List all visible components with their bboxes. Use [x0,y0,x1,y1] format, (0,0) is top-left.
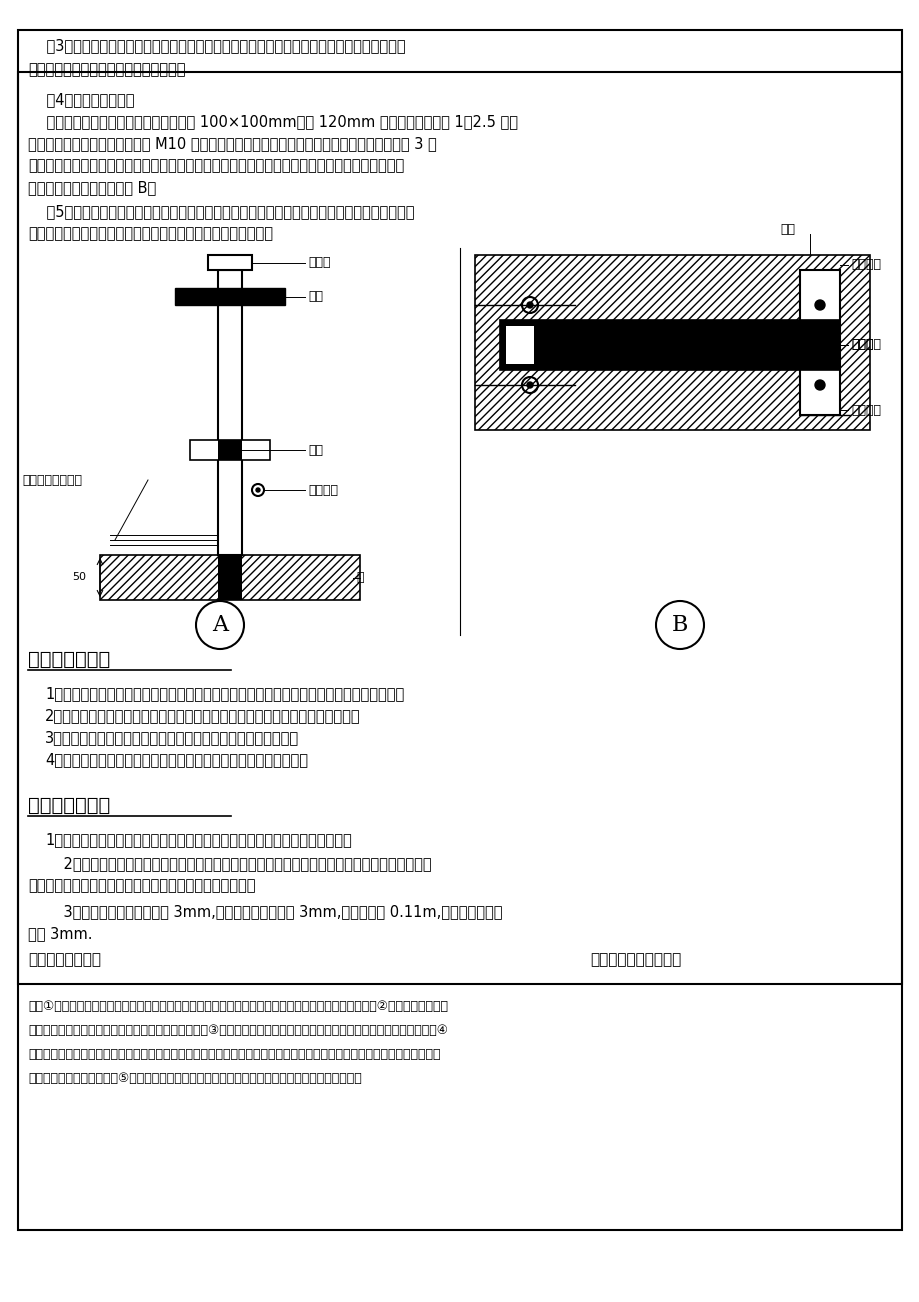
Text: 混凝土填实。待混凝土凝固后用 M10 膨胀螺栓将镀锌钢板固定在混凝土上，用螺丝钉（不少于 3 个: 混凝土填实。待混凝土凝固后用 M10 膨胀螺栓将镀锌钢板固定在混凝土上，用螺丝钉… [28,135,437,151]
Text: 2、各种固定于墙体及梁上（翻边）的连接件必须安装牢固，安装完成后栏杆整体牢固性须满足: 2、各种固定于墙体及梁上（翻边）的连接件必须安装牢固，安装完成后栏杆整体牢固性须… [45,855,431,871]
Text: 膨胀螺丝: 膨胀螺丝 [850,339,880,352]
Text: 施工班组接受人签字：: 施工班组接受人签字： [589,952,680,967]
Text: 翻边: 翻边 [308,444,323,457]
Text: 施工单位当前无企业标准，可暂选用国家有关部委、省市及其他企业公开发布的标准，但选用标准的质量水平不得低于国家现: 施工单位当前无企业标准，可暂选用国家有关部委、省市及其他企业公开发布的标准，但选… [28,1048,440,1061]
Text: 镀锌钢板: 镀锌钢板 [850,259,880,272]
Text: 1、扶手与垂直度杆件连接牢固，坚固件不得外漏，各杆件之间连接不得松动。: 1、扶手与垂直度杆件连接牢固，坚固件不得外漏，各杆件之间连接不得松动。 [45,832,351,848]
Text: 3、已安装好的栏杆要采取措施进行防护，防止二次污染和损坏。: 3、已安装好的栏杆要采取措施进行防护，防止二次污染和损坏。 [45,730,299,745]
Text: 墙体: 墙体 [779,223,794,236]
Text: 将杆件与钢板连接牢固，盖上装饰帽。钢管扶手与墙体连接稳固后，拉通线调平、调直、调垂直。: 将杆件与钢板连接牢固，盖上装饰帽。钢管扶手与墙体连接稳固后，拉通线调平、调直、调… [28,158,403,173]
Bar [218,440,242,460]
Circle shape [814,340,824,350]
Text: （5）除锈、防腐：进场的材料已完成防锈、防腐处理，只是现场焊接部位或轻微损伤部位进行: （5）除锈、防腐：进场的材料已完成防锈、防腐处理，只是现场焊接部位或轻微损伤部位… [28,204,414,219]
Text: 根据控制线，将扶手与墙体连接处凿打 100×100mm，深 120mm 的方洞，方洞内用 1：2.5 细石: 根据控制线，将扶手与墙体连接处凿打 100×100mm，深 120mm 的方洞，… [28,115,517,129]
Text: 膨胀螺丝: 膨胀螺丝 [308,483,337,496]
Text: （3）焊接立杆：焊接防侧避雷预埋钢筋，焊接完毕后须以防锈漆涂刷焊接部位两遍，预埋钢: （3）焊接立杆：焊接防侧避雷预埋钢筋，焊接完毕后须以防锈漆涂刷焊接部位两遍，预埋… [28,38,405,53]
Circle shape [255,488,260,492]
Bar [474,255,869,430]
Text: 技术交底人签字：: 技术交底人签字： [28,952,101,967]
Text: 1、剔打阳台边梁表层混凝土及砖墙时，采用人工凿打，严禁野蛮作业造成原有结构的损坏。: 1、剔打阳台边梁表层混凝土及砖墙时，采用人工凿打，严禁野蛮作业造成原有结构的损坏… [45,686,403,700]
Text: （4）钢管扶手安装：: （4）钢管扶手安装： [28,92,134,107]
Bar [505,326,533,365]
Circle shape [814,299,824,310]
Bar [474,255,869,430]
Bar [175,288,285,305]
Text: 3、栏杆垂直度允许偏差为 3mm,栏杆间距允许偏差为 3mm,且不得大于 0.11m,扶手高度允许偏: 3、栏杆垂直度允许偏差为 3mm,栏杆间距允许偏差为 3mm,且不得大于 0.1… [45,904,502,919]
Bar [100,555,359,600]
Text: 注：①执行标准名称及编号系指施工单位自行制定的企业标准（如施工操作工艺标准、工法等）的名称；②企业标准应有编制: 注：①执行标准名称及编号系指施工单位自行制定的企业标准（如施工操作工艺标准、工法… [28,1000,448,1013]
Text: 主杆: 主杆 [308,290,323,303]
Bar [18,72,901,1230]
Text: 防侧避雷钢筋焊接: 防侧避雷钢筋焊接 [22,474,82,487]
Text: 筋须隐蔽在砼内或装饰帽内，不得外漏。: 筋须隐蔽在砼内或装饰帽内，不得外漏。 [28,62,186,77]
Circle shape [814,380,824,391]
Text: 五、质量要求：: 五、质量要求： [28,796,110,815]
Bar [499,320,839,370]
Text: 螺钉连接: 螺钉连接 [850,404,880,417]
Text: 差为 3mm.: 差为 3mm. [28,926,93,941]
Bar [18,30,901,984]
Bar [190,440,269,460]
Text: A: A [211,615,228,635]
Bar [218,270,242,555]
Text: 主横杆: 主横杆 [850,339,872,352]
Text: 装饰帽: 装饰帽 [308,256,330,270]
Circle shape [527,381,532,388]
Bar [100,555,359,600]
Text: 2、立杆及扶手涂刷防锈漆时要避免涂刷于墙体和楼面上，造成墙面和楼面污染。: 2、立杆及扶手涂刷防锈漆时要避免涂刷于墙体和楼面上，造成墙面和楼面污染。 [45,708,360,723]
Bar [218,555,242,600]
Bar [800,270,839,415]
Text: 四、成品保护：: 四、成品保护： [28,650,110,669]
Text: 行施工质量验收规范要求；⑤交底内容摘要，只填写已交待执行标准中的章、节标题和补充内容概要: 行施工质量验收规范要求；⑤交底内容摘要，只填写已交待执行标准中的章、节标题和补充… [28,1072,361,1085]
Text: 人、批准人、批准时间、执行时间、标准名称及编号；③企业标准的质量水平不得低于国家施工质量验收规范的规定要求；④: 人、批准人、批准时间、执行时间、标准名称及编号；③企业标准的质量水平不得低于国家… [28,1023,448,1036]
Text: 打磨，防锈、防腐处理，处理后的成品必须与原构件保持一致。: 打磨，防锈、防腐处理，处理后的成品必须与原构件保持一致。 [28,227,273,241]
Text: 规范允许的水平荷载。连接部位加的装饰帽要以螺丝固定。: 规范允许的水平荷载。连接部位加的装饰帽要以螺丝固定。 [28,878,255,893]
Text: 4、栏杆安装完成后必须贴好保护膜，待外墙漆面层完后才能去掉。: 4、栏杆安装完成后必须贴好保护膜，待外墙漆面层完后才能去掉。 [45,753,308,767]
Text: 50: 50 [72,573,85,582]
Circle shape [527,302,532,309]
Bar [208,255,252,270]
Text: 梁: 梁 [356,572,363,585]
Text: 具体做法详附图中节点做法 B。: 具体做法详附图中节点做法 B。 [28,180,156,195]
Text: B: B [671,615,687,635]
